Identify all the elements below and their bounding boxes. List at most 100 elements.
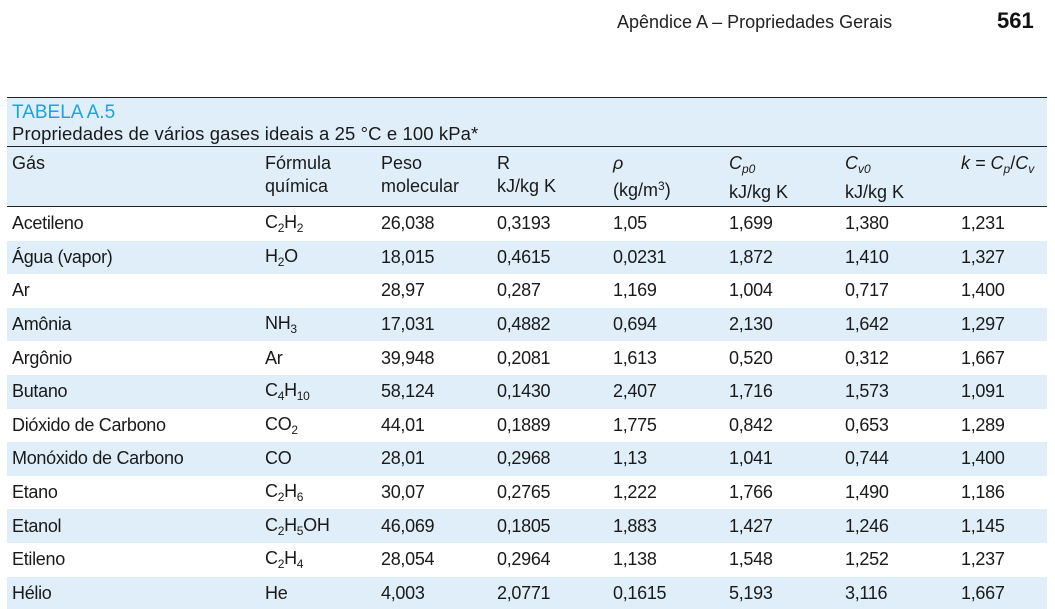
table-row: Etano C2H6 30,07 0,2765 1,222 1,766 1,490 1,186 [7, 476, 1047, 510]
cell-gas-constant: 0,1805 [497, 515, 551, 536]
cell-gas: Etano [12, 482, 58, 503]
cell-formula: C2H4 [265, 548, 304, 572]
cell-gas: Água (vapor) [12, 246, 113, 267]
cell-density: 0,694 [613, 314, 657, 335]
table-row: Amônia NH3 17,031 0,4882 0,694 2,130 1,642 1,29… [7, 307, 1047, 342]
cell-gas-constant: 0,3193 [497, 213, 551, 234]
cell-formula: NH3 [265, 313, 297, 337]
cell-density: 1,883 [613, 515, 657, 536]
table-row: Etileno C2H4 28,054 0,2964 1,138 1,548 1,252 1,… [7, 543, 1047, 577]
cell-cv0: 0,744 [845, 448, 889, 469]
cell-cp0: 1,427 [729, 515, 773, 536]
table-row: Água (vapor) H2O 18,015 0,4615 0,0231 1,872 1,… [7, 240, 1047, 275]
cell-formula: H2O [265, 245, 298, 269]
cell-cp0: 1,766 [729, 482, 773, 503]
cell-density: 0,1615 [613, 582, 667, 603]
header-k: k = Cp/Cv [961, 153, 1035, 176]
cell-formula: Ar [265, 347, 283, 368]
cell-cv0: 1,246 [845, 515, 889, 536]
cell-cv0: 1,642 [845, 314, 889, 335]
cell-k: 1,667 [961, 347, 1005, 368]
cell-k: 1,186 [961, 482, 1005, 503]
table-row: Hélio He 4,003 2,0771 0,1615 5,193 3,116 1,667 [7, 576, 1047, 609]
header-gas-constant: R kJ/kg K [497, 153, 557, 196]
table-a5: TABELA A.5 Propriedades de vários gases … [7, 97, 1047, 609]
table-header: Gás Fórmula química Peso molecular R kJ/… [7, 146, 1047, 207]
cell-cp0: 5,193 [729, 582, 773, 603]
cell-molecular-weight: 17,031 [381, 314, 435, 335]
header-cv0: Cv0 kJ/kg K [845, 153, 905, 202]
page-number: 561 [997, 8, 1034, 33]
cell-cp0: 1,548 [729, 549, 773, 570]
cell-cp0: 1,872 [729, 246, 773, 267]
cell-molecular-weight: 28,97 [381, 280, 425, 301]
header-density: ρ (kg/m3) [613, 153, 671, 200]
header-formula: Fórmula química [265, 153, 332, 196]
cell-gas-constant: 0,4615 [497, 246, 551, 267]
cell-cv0: 1,252 [845, 549, 889, 570]
table-caption: TABELA A.5 Propriedades de vários gases … [7, 98, 1047, 146]
cell-density: 2,407 [613, 381, 657, 402]
cell-k: 1,400 [961, 280, 1005, 301]
cell-cv0: 1,410 [845, 246, 889, 267]
cell-k: 1,289 [961, 414, 1005, 435]
cell-formula: C2H2 [265, 212, 304, 236]
cell-gas: Argônio [12, 347, 72, 368]
cell-formula: He [265, 582, 288, 603]
cell-gas-constant: 0,2765 [497, 482, 551, 503]
cell-formula: C4H10 [265, 380, 310, 404]
cell-density: 1,13 [613, 448, 647, 469]
cell-gas: Acetileno [12, 213, 84, 234]
table-row: Acetileno C2H2 26,038 0,3193 1,05 1,699 1,380 1… [7, 207, 1047, 241]
cell-cv0: 0,653 [845, 414, 889, 435]
cell-gas-constant: 2,0771 [497, 582, 551, 603]
table-row: Dióxido de Carbono CO2 44,01 0,1889 1,775 0,8… [7, 409, 1047, 443]
cell-density: 1,05 [613, 213, 647, 234]
cell-formula: CO [265, 448, 292, 469]
cell-formula: C2H5OH [265, 514, 330, 538]
cell-density: 1,138 [613, 549, 657, 570]
cell-formula: CO2 [265, 413, 298, 437]
cell-k: 1,327 [961, 246, 1005, 267]
cell-k: 1,667 [961, 582, 1005, 603]
cell-cv0: 0,312 [845, 347, 889, 368]
table-row: Argônio Ar 39,948 0,2081 1,613 0,520 0,312 1,66… [7, 341, 1047, 375]
cell-gas-constant: 0,1889 [497, 414, 551, 435]
cell-molecular-weight: 46,069 [381, 515, 435, 536]
cell-molecular-weight: 18,015 [381, 246, 435, 267]
running-head-title: Apêndice A – Propriedades Gerais [617, 12, 893, 32]
cell-density: 0,0231 [613, 246, 667, 267]
cell-molecular-weight: 28,054 [381, 549, 435, 570]
cell-cv0: 1,380 [845, 213, 889, 234]
cell-k: 1,297 [961, 314, 1005, 335]
cell-cv0: 1,573 [845, 381, 889, 402]
cell-molecular-weight: 44,01 [381, 414, 425, 435]
cell-gas-constant: 0,4882 [497, 314, 551, 335]
table-body: Acetileno C2H2 26,038 0,3193 1,05 1,699 1,380 1… [7, 207, 1047, 609]
cell-cv0: 1,490 [845, 482, 889, 503]
table-row: Ar 28,97 0,287 1,169 1,004 0,717 1,400 [7, 274, 1047, 308]
cell-gas-constant: 0,2968 [497, 448, 551, 469]
cell-gas: Dióxido de Carbono [12, 414, 166, 435]
cell-cp0: 1,716 [729, 381, 773, 402]
table-row: Monóxido de Carbono CO 28,01 0,2968 1,13 1,04… [7, 442, 1047, 476]
cell-gas: Etanol [12, 515, 62, 536]
header-cp0: Cp0 kJ/kg K [729, 153, 789, 202]
header-molecular-weight: Peso molecular [381, 153, 460, 196]
cell-gas-constant: 0,1430 [497, 381, 551, 402]
table-title: Propriedades de vários gases ideais a 25… [12, 123, 479, 144]
cell-cv0: 3,116 [845, 582, 888, 603]
cell-molecular-weight: 58,124 [381, 381, 435, 402]
cell-density: 1,775 [613, 414, 657, 435]
cell-cp0: 0,842 [729, 414, 773, 435]
cell-k: 1,091 [961, 381, 1005, 402]
cell-gas: Etileno [12, 549, 65, 570]
cell-gas: Ar [12, 280, 30, 301]
cell-cp0: 1,041 [729, 448, 773, 469]
cell-formula: C2H6 [265, 481, 304, 505]
cell-molecular-weight: 30,07 [381, 482, 425, 503]
cell-gas: Amônia [12, 314, 72, 335]
cell-k: 1,237 [961, 549, 1005, 570]
cell-cv0: 0,717 [845, 280, 889, 301]
cell-cp0: 2,130 [729, 314, 773, 335]
